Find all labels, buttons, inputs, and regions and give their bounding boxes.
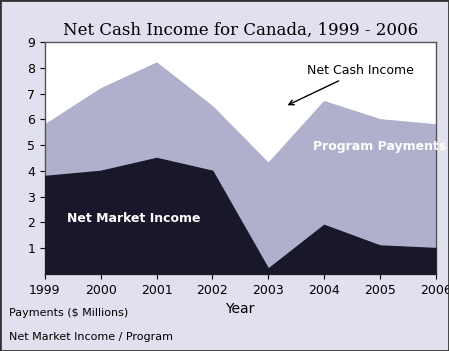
Text: Payments ($ Millions): Payments ($ Millions)	[9, 308, 128, 318]
X-axis label: Year: Year	[225, 302, 255, 316]
Text: Net Market Income: Net Market Income	[67, 212, 201, 225]
Text: Net Market Income / Program: Net Market Income / Program	[9, 332, 173, 343]
Text: Net Cash Income: Net Cash Income	[289, 64, 414, 105]
Title: Net Cash Income for Canada, 1999 - 2006: Net Cash Income for Canada, 1999 - 2006	[63, 22, 418, 39]
Text: Program Payments: Program Payments	[313, 140, 446, 153]
